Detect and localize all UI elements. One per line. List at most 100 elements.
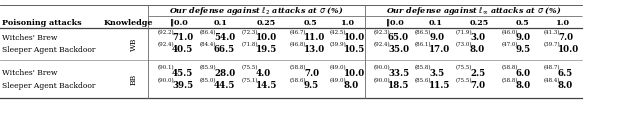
Text: 18.5: 18.5 xyxy=(388,82,410,91)
Text: 0.25: 0.25 xyxy=(257,19,276,27)
Text: 10.0: 10.0 xyxy=(256,34,277,43)
Text: 54.0: 54.0 xyxy=(214,34,236,43)
Text: 0.1: 0.1 xyxy=(214,19,228,27)
Text: 3.5: 3.5 xyxy=(429,68,444,77)
Text: 17.0: 17.0 xyxy=(429,45,451,54)
Text: 40.5: 40.5 xyxy=(172,45,193,54)
Text: (90.0): (90.0) xyxy=(158,78,175,83)
Text: 3.0: 3.0 xyxy=(470,34,485,43)
Text: (71.8): (71.8) xyxy=(242,42,259,47)
Text: (48.4): (48.4) xyxy=(544,78,561,83)
Text: 9.0: 9.0 xyxy=(516,34,531,43)
Text: (92.4): (92.4) xyxy=(158,42,175,47)
Text: 1.0: 1.0 xyxy=(556,19,570,27)
Text: (48.7): (48.7) xyxy=(544,65,561,70)
Text: Witches' Brew: Witches' Brew xyxy=(2,34,58,42)
Text: 11.5: 11.5 xyxy=(429,82,451,91)
Text: 33.5: 33.5 xyxy=(388,68,409,77)
Text: 0.1: 0.1 xyxy=(429,19,442,27)
Text: 2.5: 2.5 xyxy=(470,68,485,77)
Text: 11.0: 11.0 xyxy=(304,34,325,43)
Text: 0.25: 0.25 xyxy=(469,19,488,27)
Text: 9.5: 9.5 xyxy=(516,45,531,54)
Text: 10.0: 10.0 xyxy=(558,45,579,54)
Text: (39.9): (39.9) xyxy=(330,42,347,47)
Text: 45.5: 45.5 xyxy=(172,68,193,77)
Text: (75.5): (75.5) xyxy=(456,65,472,70)
Text: (58.8): (58.8) xyxy=(290,65,307,70)
Text: 4.0: 4.0 xyxy=(256,68,271,77)
Text: (90.0): (90.0) xyxy=(374,65,390,70)
Text: 9.0: 9.0 xyxy=(429,34,444,43)
Text: Poisoning attacks: Poisoning attacks xyxy=(2,19,82,27)
Text: (85.6): (85.6) xyxy=(415,78,431,83)
Text: (86.1): (86.1) xyxy=(415,42,431,47)
Text: Sleeper Agent Backdoor: Sleeper Agent Backdoor xyxy=(2,82,95,90)
Text: 6.0: 6.0 xyxy=(516,68,531,77)
Text: (85.8): (85.8) xyxy=(415,65,431,70)
Text: 39.5: 39.5 xyxy=(172,82,193,91)
Text: (49.0): (49.0) xyxy=(330,65,347,70)
Text: 1.0: 1.0 xyxy=(340,19,355,27)
Text: 8.0: 8.0 xyxy=(558,82,573,91)
Text: Our defense against $\ell_\infty$ attacks at $\sigma$ (%): Our defense against $\ell_\infty$ attack… xyxy=(386,5,561,17)
Text: 66.5: 66.5 xyxy=(214,45,235,54)
Text: (92.3): (92.3) xyxy=(374,30,390,36)
Text: (46.8): (46.8) xyxy=(290,42,307,47)
Text: 19.5: 19.5 xyxy=(256,45,277,54)
Text: (39.7): (39.7) xyxy=(544,42,561,47)
Text: ‖0.0: ‖0.0 xyxy=(170,19,188,27)
Text: 71.0: 71.0 xyxy=(172,34,193,43)
Text: (73.0): (73.0) xyxy=(456,42,472,47)
Text: 35.0: 35.0 xyxy=(388,45,409,54)
Text: 0.5: 0.5 xyxy=(516,19,530,27)
Text: 7.0: 7.0 xyxy=(558,34,573,43)
Text: 9.5: 9.5 xyxy=(304,82,319,91)
Text: (41.3): (41.3) xyxy=(544,30,561,36)
Text: 13.0: 13.0 xyxy=(304,45,325,54)
Text: WB: WB xyxy=(130,37,138,51)
Text: 6.5: 6.5 xyxy=(558,68,573,77)
Text: (92.4): (92.4) xyxy=(374,42,390,47)
Text: (71.9): (71.9) xyxy=(456,30,472,36)
Text: 7.0: 7.0 xyxy=(304,68,319,77)
Text: 10.0: 10.0 xyxy=(344,68,365,77)
Text: (58.8): (58.8) xyxy=(502,78,518,83)
Text: Sleeper Agent Backdoor: Sleeper Agent Backdoor xyxy=(2,46,95,54)
Text: (90.1): (90.1) xyxy=(158,65,175,70)
Text: (92.2): (92.2) xyxy=(158,30,175,36)
Text: 65.0: 65.0 xyxy=(388,34,409,43)
Text: 28.0: 28.0 xyxy=(214,68,236,77)
Text: 44.5: 44.5 xyxy=(214,82,236,91)
Text: (84.4): (84.4) xyxy=(200,42,216,47)
Text: (90.0): (90.0) xyxy=(374,78,390,83)
Text: 0.5: 0.5 xyxy=(303,19,317,27)
Text: (49.0): (49.0) xyxy=(330,78,347,83)
Text: (75.5): (75.5) xyxy=(242,65,259,70)
Text: Witches' Brew: Witches' Brew xyxy=(2,69,58,77)
Text: 10.0: 10.0 xyxy=(344,34,365,43)
Text: (75.1): (75.1) xyxy=(242,78,259,83)
Text: (72.3): (72.3) xyxy=(242,30,259,36)
Text: (58.6): (58.6) xyxy=(290,78,307,83)
Text: 8.0: 8.0 xyxy=(516,82,531,91)
Text: (46.0): (46.0) xyxy=(502,30,518,36)
Text: (86.4): (86.4) xyxy=(200,30,216,36)
Text: BB: BB xyxy=(130,74,138,85)
Text: (47.0): (47.0) xyxy=(502,42,518,47)
Text: 10.5: 10.5 xyxy=(344,45,365,54)
Text: (42.5): (42.5) xyxy=(330,30,346,36)
Text: 7.0: 7.0 xyxy=(470,82,485,91)
Text: ‖0.0: ‖0.0 xyxy=(386,19,403,27)
Text: (75.5): (75.5) xyxy=(456,78,472,83)
Text: (58.8): (58.8) xyxy=(502,65,518,70)
Text: (46.7): (46.7) xyxy=(290,30,307,36)
Text: (85.9): (85.9) xyxy=(200,65,216,70)
Text: (85.0): (85.0) xyxy=(200,78,216,83)
Text: 8.0: 8.0 xyxy=(344,82,359,91)
Text: (86.5): (86.5) xyxy=(415,30,431,36)
Text: Our defense against $\ell_2$ attacks at $\sigma$ (%): Our defense against $\ell_2$ attacks at … xyxy=(169,5,344,17)
Text: Knowledge: Knowledge xyxy=(103,19,153,27)
Text: 8.0: 8.0 xyxy=(470,45,485,54)
Text: 14.5: 14.5 xyxy=(256,82,277,91)
